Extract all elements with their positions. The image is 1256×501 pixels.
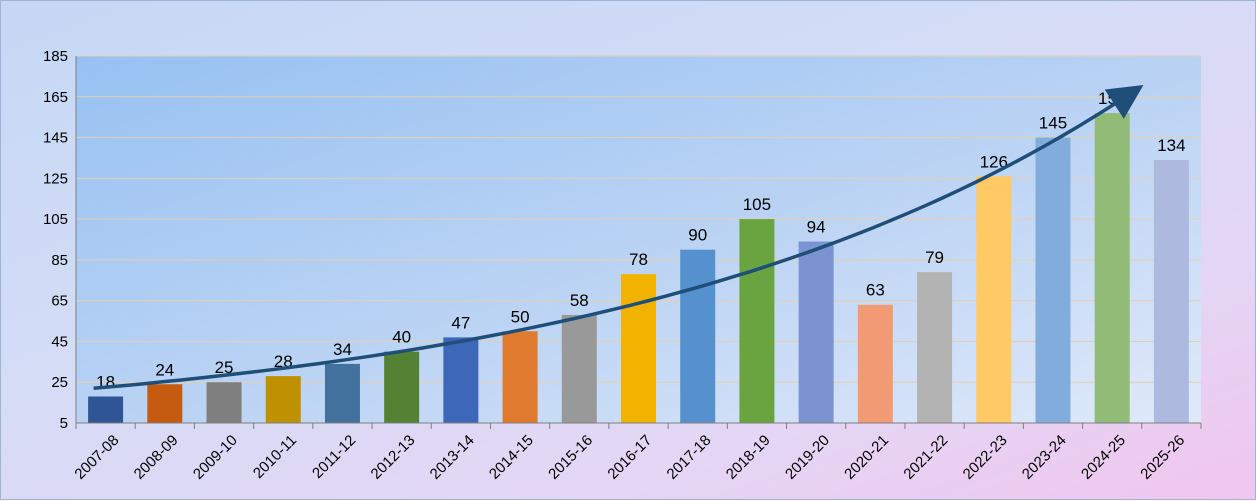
data-label: 134 bbox=[1157, 136, 1185, 155]
bar bbox=[917, 272, 953, 423]
bar bbox=[1035, 137, 1071, 424]
data-label: 90 bbox=[688, 226, 707, 245]
y-tick-label: 185 bbox=[43, 48, 68, 65]
bar bbox=[680, 249, 716, 423]
bar bbox=[206, 382, 242, 423]
data-label: 47 bbox=[451, 313, 470, 332]
bar bbox=[561, 314, 597, 423]
bar bbox=[798, 241, 834, 423]
x-tick-label: 2013-14 bbox=[427, 432, 478, 483]
x-tick-label: 2014-15 bbox=[486, 432, 537, 483]
bar bbox=[1153, 159, 1189, 423]
x-tick-label: 2009-10 bbox=[190, 432, 241, 483]
data-label: 79 bbox=[925, 248, 944, 267]
bar bbox=[265, 376, 301, 423]
x-tick-label: 2022-23 bbox=[960, 432, 1011, 483]
x-tick-label: 2008-09 bbox=[131, 432, 182, 483]
x-tick-label: 2016-17 bbox=[604, 432, 655, 483]
x-tick-label: 2025-26 bbox=[1137, 432, 1188, 483]
data-label: 63 bbox=[866, 281, 885, 300]
x-tick-label: 2015-16 bbox=[545, 432, 596, 483]
x-tick-label: 2018-19 bbox=[723, 432, 774, 483]
x-axis-ticks: 2007-08 2008-09 2009-10 2010-11 2011-12 2012-… bbox=[71, 423, 1202, 483]
bar bbox=[857, 304, 893, 423]
x-tick-label: 2012-13 bbox=[368, 432, 419, 483]
bar bbox=[976, 176, 1012, 423]
trend-arrow bbox=[93, 85, 1144, 391]
x-tick-label: 2020-21 bbox=[841, 432, 892, 483]
data-label: 25 bbox=[215, 358, 234, 377]
bar bbox=[147, 384, 183, 423]
y-tick-label: 145 bbox=[43, 130, 68, 147]
y-tick-label: 45 bbox=[51, 333, 68, 350]
bar bbox=[1094, 113, 1130, 423]
x-tick-label: 2024-25 bbox=[1078, 432, 1129, 483]
y-tick-label: 85 bbox=[51, 252, 68, 269]
bar bbox=[324, 363, 360, 423]
data-label: 34 bbox=[333, 340, 352, 359]
y-tick-label: 125 bbox=[43, 170, 68, 187]
data-label: 105 bbox=[743, 195, 771, 214]
data-label: 126 bbox=[980, 152, 1008, 171]
bar bbox=[502, 331, 538, 423]
x-tick-label: 2023-24 bbox=[1019, 432, 1070, 483]
x-tick-label: 2011-12 bbox=[309, 432, 359, 482]
data-label: 78 bbox=[629, 250, 648, 269]
data-label: 94 bbox=[807, 218, 826, 237]
data-label: 24 bbox=[155, 360, 174, 379]
bar bbox=[88, 396, 124, 423]
y-tick-label: 65 bbox=[51, 293, 68, 310]
data-label: 40 bbox=[392, 328, 411, 347]
bar bbox=[739, 219, 775, 423]
data-label: 50 bbox=[511, 307, 530, 326]
bar bbox=[384, 351, 420, 423]
y-tick-label: 25 bbox=[51, 374, 68, 391]
data-label: 58 bbox=[570, 291, 589, 310]
x-tick-label: 2010-11 bbox=[250, 432, 300, 482]
y-tick-label: 105 bbox=[43, 211, 68, 228]
bar bbox=[621, 274, 656, 423]
bar bbox=[443, 337, 479, 423]
bars bbox=[88, 113, 1189, 424]
y-axis-ticks: 5 25 45 65 85 105 125 145 165 185 bbox=[43, 48, 68, 432]
x-tick-label: 2007-08 bbox=[71, 432, 122, 483]
x-tick-label: 2017-18 bbox=[664, 432, 715, 483]
x-tick-label: 2021-22 bbox=[900, 432, 951, 483]
x-tick-label: 2019-20 bbox=[782, 432, 833, 483]
data-label: 145 bbox=[1039, 114, 1067, 133]
y-tick-label: 5 bbox=[60, 415, 68, 432]
y-tick-label: 165 bbox=[43, 89, 68, 106]
